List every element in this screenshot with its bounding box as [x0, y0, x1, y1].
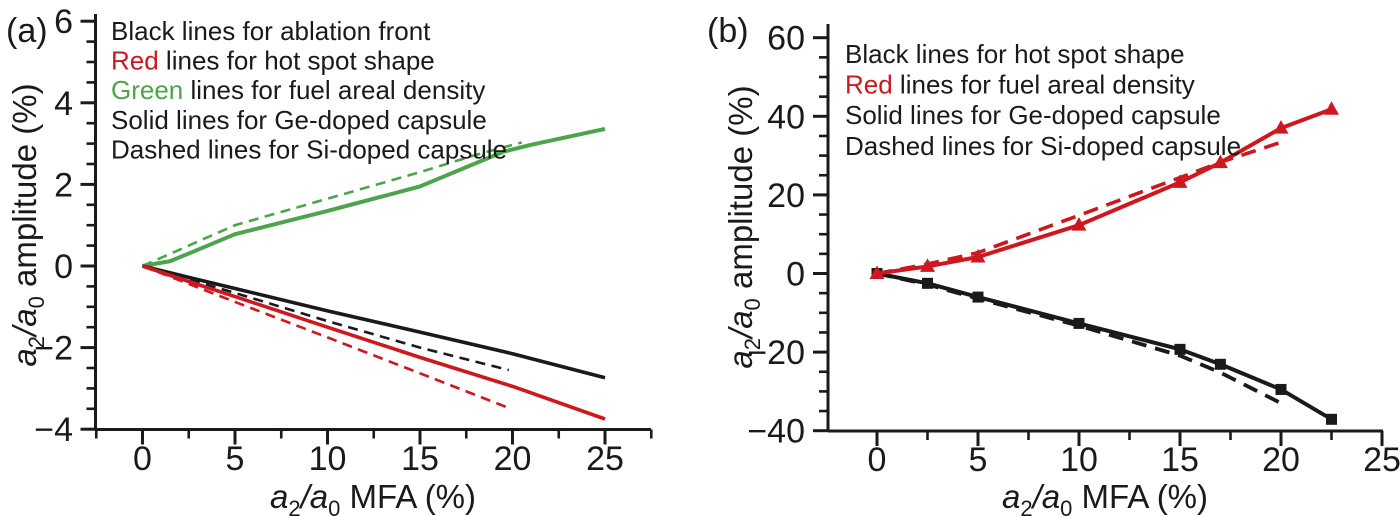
marker-triangle	[1212, 154, 1228, 169]
legend-line: Red lines for hot spot shape	[111, 46, 435, 76]
marker-triangle	[1273, 120, 1289, 134]
x-axis-title: a2/a0 MFA (%)	[1002, 478, 1208, 516]
series-line-hot-spot-ge-solid	[876, 271, 1333, 422]
y-tick-label: 4	[54, 85, 73, 123]
series-line-ablation-front-si-dashed	[142, 264, 510, 372]
series-line-hot-spot-ge-solid	[141, 264, 606, 421]
legend-line: Solid lines for Ge-doped capsule	[845, 100, 1221, 130]
y-tick-label: −20	[747, 334, 805, 372]
y-tick-label: 2	[54, 166, 73, 204]
y-tick-label: −40	[747, 413, 805, 451]
x-tick-label: 15	[401, 440, 439, 478]
series-line-fuel-areal-density-ge-solid	[142, 126, 606, 268]
series-line-hot-spot-si-dashed	[876, 271, 1282, 405]
marker-square	[922, 277, 933, 289]
y-tick-label: −2	[34, 330, 73, 368]
legend-line: Dashed lines for Si-doped capsule	[111, 134, 507, 164]
marker-square	[1326, 413, 1337, 425]
y-axis-title: a2/a0 amplitude (%)	[722, 85, 765, 368]
panel-a: 0 5 10 15 20 25 −4 −2 0 2 4 6 Black lines for ablati…	[6, 3, 653, 516]
x-tick-label: 0	[868, 441, 887, 479]
marker-triangle	[1071, 217, 1087, 231]
y-tick-label: −4	[34, 411, 73, 449]
series-line-hot-spot-si-dashed	[142, 264, 510, 410]
marker-triangle	[869, 265, 885, 279]
marker-triangle	[1172, 174, 1188, 188]
legend-line: Black lines for ablation front	[111, 16, 431, 46]
y-tick-label: 40	[767, 98, 805, 136]
x-tick-label: 5	[969, 441, 988, 479]
x-tick-label: 0	[133, 440, 152, 478]
x-tick-label: 5	[226, 440, 245, 478]
x-tick-label: 20	[494, 440, 532, 478]
legend-line: Solid lines for Ge-doped capsule	[111, 105, 487, 135]
y-tick-label: 0	[786, 256, 805, 294]
x-axis-title: a2/a0 MFA (%)	[270, 478, 476, 516]
marker-square	[1275, 383, 1287, 395]
legend-line: Red lines for fuel areal density	[845, 70, 1195, 100]
x-tick-label: 15	[1161, 441, 1199, 479]
x-tick-label: 25	[586, 440, 624, 478]
marker-triangle	[970, 248, 986, 263]
y-tick-label: 20	[767, 177, 805, 215]
marker-square	[972, 291, 984, 303]
marker-square	[1174, 343, 1186, 355]
series-line-fuel-areal-density-ge-solid	[876, 107, 1333, 276]
marker-triangle	[1324, 101, 1339, 115]
y-axis-title: a2/a0 amplitude (%)	[6, 83, 49, 366]
panel-b: 0 5 10 15 20 25 −40 −20 0 20 40 60 Black lines for h…	[707, 12, 1400, 516]
x-tick-label: 10	[309, 440, 347, 478]
y-tick-label: 0	[54, 248, 73, 286]
legend-line: Black lines for hot spot shape	[845, 39, 1185, 69]
series-line-ablation-front-ge-solid	[142, 264, 606, 380]
legend-line: Dashed lines for Si-doped capsule	[845, 131, 1241, 161]
marker-square	[1214, 358, 1226, 370]
legend-line: Green lines for fuel areal density	[111, 75, 485, 105]
x-tick-label: 20	[1262, 441, 1300, 479]
panel-label: (a)	[6, 12, 48, 50]
y-tick-label: 6	[54, 3, 73, 41]
marker-triangle	[920, 258, 935, 272]
series-line-fuel-areal-density-si-dashed	[141, 141, 523, 268]
x-tick-label: 25	[1363, 441, 1400, 479]
panel-label: (b)	[707, 12, 749, 50]
x-tick-label: 10	[1060, 441, 1098, 479]
y-tick-label: 60	[767, 20, 805, 58]
marker-square	[1073, 317, 1085, 329]
